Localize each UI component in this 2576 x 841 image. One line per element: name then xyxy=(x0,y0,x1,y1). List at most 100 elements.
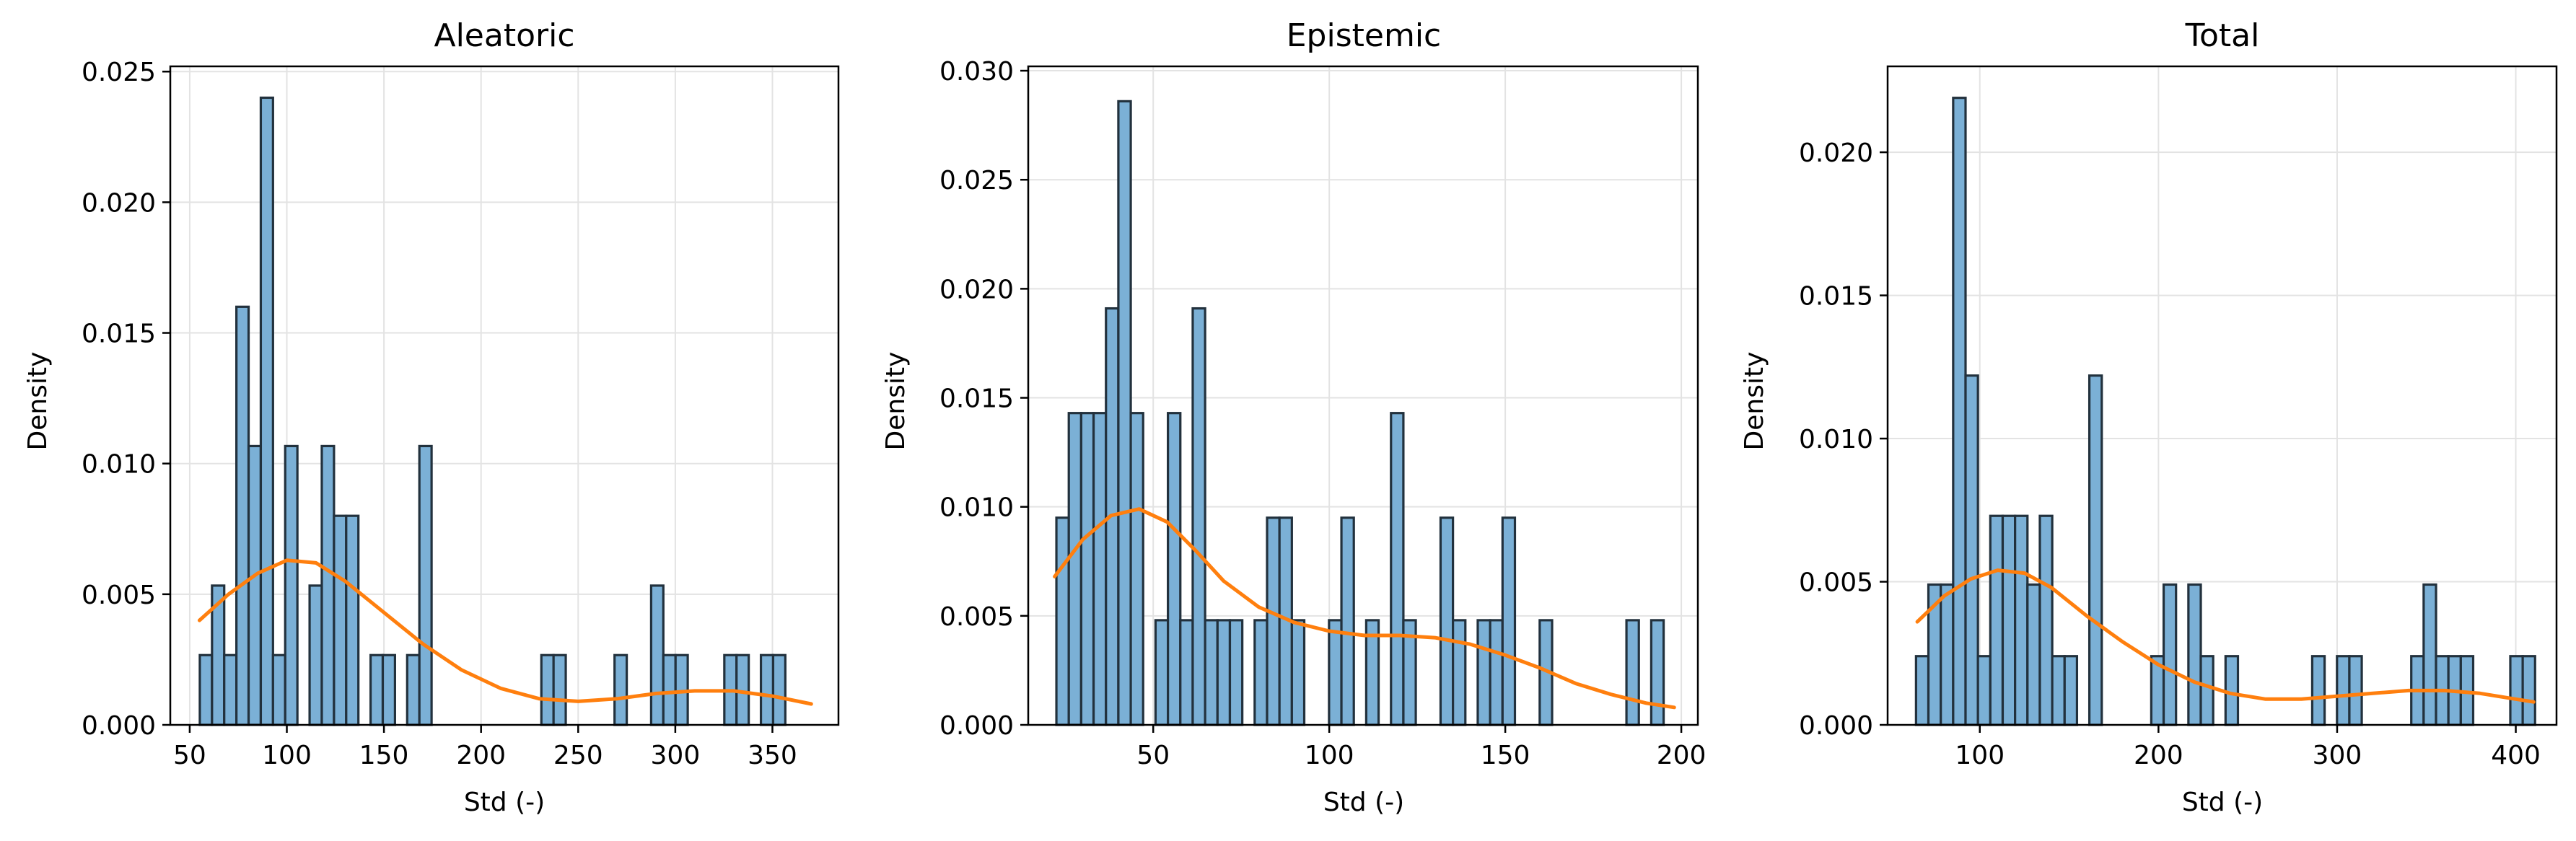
histogram-bar xyxy=(1129,412,1144,726)
histogram-bar xyxy=(2001,514,2017,726)
histogram-bar xyxy=(1228,619,1244,726)
y-tick-label: 0.025 xyxy=(939,166,1014,195)
x-tick-label: 100 xyxy=(1305,741,1354,770)
kde-line-aleatoric xyxy=(197,558,813,706)
panel-epistemic: Epistemic Std (-) Density 50 100 150 200 0.0… xyxy=(881,17,1706,817)
histogram-bar xyxy=(2162,583,2178,726)
histogram-bar xyxy=(2199,655,2214,726)
histogram-bar xyxy=(369,653,385,726)
histogram-bar xyxy=(1328,619,1343,726)
axes-frame-aleatoric xyxy=(169,65,840,726)
histogram-bar xyxy=(1952,97,1967,726)
y-tick-label: 0.000 xyxy=(1799,711,1873,741)
histogram-bar xyxy=(552,653,567,726)
histogram-bar xyxy=(1976,655,1992,726)
histogram-bar xyxy=(2087,374,2103,726)
histogram-bar xyxy=(1117,100,1132,726)
x-tick-label: 150 xyxy=(1481,741,1530,770)
x-tick-label: 100 xyxy=(1955,741,2005,770)
histogram-bar xyxy=(2063,655,2079,726)
histogram-bar xyxy=(259,96,274,726)
histogram-bar xyxy=(2336,655,2351,726)
panel-aleatoric: Aleatoric Std (-) Density 50 100 150 200 250… xyxy=(23,17,840,817)
grid-aleatoric xyxy=(170,66,838,726)
histogram-bar xyxy=(320,444,336,726)
histogram-bar xyxy=(2422,583,2437,726)
chart-title-total: Total xyxy=(2185,17,2260,54)
x-ticks-epistemic: 50 100 150 200 xyxy=(1136,725,1706,770)
x-ticks-aleatoric: 50 100 150 200 250 300 350 xyxy=(173,725,797,770)
histogram-bar xyxy=(1501,516,1517,726)
y-tick-label: 0.010 xyxy=(939,493,1014,523)
histogram-total xyxy=(1914,97,2536,726)
x-axis-label-total: Std (-) xyxy=(2182,788,2263,817)
histogram-bar xyxy=(2051,655,2066,726)
histogram-bar xyxy=(1390,412,1405,726)
y-tick-label: 0.000 xyxy=(939,711,1014,741)
x-tick-label: 300 xyxy=(651,741,701,770)
axes-frame-total xyxy=(1886,65,2558,726)
histogram-bar xyxy=(540,653,555,726)
histogram-aleatoric xyxy=(198,96,787,726)
x-ticks-total: 100 200 300 400 xyxy=(1955,725,2541,770)
y-tick-label: 0.010 xyxy=(82,450,156,480)
x-tick-label: 100 xyxy=(262,741,312,770)
histogram-bar xyxy=(1253,619,1269,726)
y-tick-label: 0.020 xyxy=(1799,138,1873,168)
y-tick-label: 0.010 xyxy=(1799,425,1873,454)
histogram-bar xyxy=(2348,655,2363,726)
histogram-bar xyxy=(1167,412,1182,726)
histogram-bar xyxy=(223,653,238,726)
histogram-bar xyxy=(198,653,214,726)
histogram-bar xyxy=(759,653,775,726)
histogram-epistemic xyxy=(1055,100,1665,726)
histogram-bar xyxy=(1191,307,1206,726)
histogram-bar xyxy=(1650,619,1665,726)
histogram-bar xyxy=(2026,583,2041,726)
histogram-bar xyxy=(1154,619,1170,726)
histogram-bar xyxy=(1092,412,1108,726)
y-tick-label: 0.005 xyxy=(939,602,1014,632)
histogram-bar xyxy=(1964,374,1979,726)
histogram-bar xyxy=(1079,412,1095,726)
histogram-bar xyxy=(2521,655,2536,726)
histogram-bar xyxy=(1452,619,1467,726)
histogram-bar xyxy=(2224,655,2240,726)
histogram-bar xyxy=(1204,619,1219,726)
histogram-bar xyxy=(662,653,677,726)
y-tick-label: 0.015 xyxy=(1799,282,1873,312)
axes-frame-epistemic xyxy=(1027,65,1699,726)
y-tick-label: 0.030 xyxy=(939,57,1014,87)
y-axis-label-aleatoric: Density xyxy=(23,352,53,451)
x-tick-label: 200 xyxy=(456,741,506,770)
x-tick-label: 50 xyxy=(1136,741,1170,770)
kde-line-epistemic xyxy=(1053,507,1676,710)
x-tick-label: 200 xyxy=(1657,741,1707,770)
histogram-bar xyxy=(1914,655,1930,726)
y-tick-label: 0.015 xyxy=(82,320,156,349)
histogram-bar xyxy=(1266,516,1281,726)
y-axis-label-epistemic: Density xyxy=(881,352,911,451)
histogram-bar xyxy=(418,444,433,726)
y-tick-label: 0.025 xyxy=(82,58,156,87)
histogram-bar xyxy=(1439,516,1455,726)
y-ticks-total: 0.000 0.005 0.010 0.015 0.020 xyxy=(1799,138,1888,741)
y-axis-label-total: Density xyxy=(1740,352,1769,451)
x-tick-label: 250 xyxy=(553,741,603,770)
y-tick-label: 0.015 xyxy=(939,384,1014,414)
histogram-bar xyxy=(247,444,263,726)
x-axis-label-epistemic: Std (-) xyxy=(1323,788,1404,817)
histogram-bar xyxy=(1989,514,2005,726)
histogram-bar xyxy=(2038,514,2054,726)
histogram-bar xyxy=(2310,655,2326,726)
histogram-bar xyxy=(649,584,665,726)
histogram-bar xyxy=(1290,619,1306,726)
histogram-bar xyxy=(771,653,787,726)
histogram-bar xyxy=(1489,619,1504,726)
x-tick-label: 400 xyxy=(2491,741,2541,770)
histogram-bar xyxy=(345,514,360,726)
histogram-bar xyxy=(1476,619,1491,726)
histogram-bar xyxy=(308,584,323,726)
y-tick-label: 0.000 xyxy=(82,711,156,741)
